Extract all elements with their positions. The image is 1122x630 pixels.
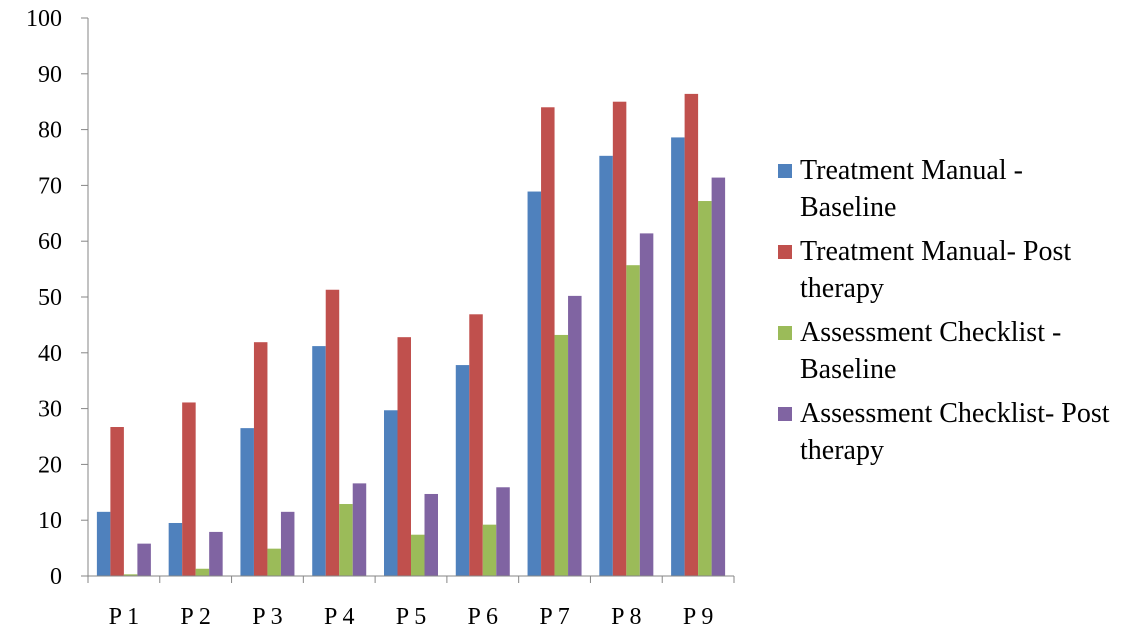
- bar: [711, 177, 726, 576]
- x-tick-label: P 6: [468, 604, 498, 630]
- bar: [411, 534, 425, 576]
- x-tick-label: P 8: [611, 604, 641, 630]
- legend-swatch: [778, 326, 792, 340]
- y-tick-label: 50: [38, 285, 62, 311]
- legend-label: Treatment Manual- Post therapy: [800, 236, 1072, 304]
- legend-item-assessment-checklist-post-therapy: Assessment Checklist- Post therapy: [778, 395, 1118, 469]
- bar: [424, 493, 438, 576]
- legend: Treatment Manual - Baseline Treatment Ma…: [778, 152, 1118, 476]
- bar: [209, 531, 223, 576]
- bar: [267, 548, 281, 576]
- bar: [612, 101, 627, 576]
- bar: [240, 428, 254, 576]
- y-tick-label: 20: [38, 452, 62, 478]
- legend-label: Assessment Checklist - Baseline: [800, 317, 1062, 385]
- bar: [352, 483, 367, 576]
- bar: [455, 365, 470, 576]
- x-tick-label: P 1: [109, 604, 139, 630]
- legend-item-treatment-manual-post-therapy: Treatment Manual- Post therapy: [778, 233, 1118, 307]
- bar: [168, 522, 183, 576]
- bar: [253, 342, 268, 576]
- bar: [312, 346, 326, 576]
- bar: [568, 295, 582, 576]
- bar: [123, 574, 138, 576]
- bar: [110, 427, 124, 576]
- y-tick-label: 40: [38, 341, 62, 367]
- y-tick-label: 60: [38, 229, 62, 255]
- legend-swatch: [778, 245, 792, 259]
- y-tick-label: 90: [38, 62, 62, 88]
- bar: [541, 107, 555, 576]
- bar: [698, 201, 712, 577]
- y-axis-tick-labels: 0 10 20 30 40 50 60 70 80 90 100: [26, 6, 62, 590]
- x-tick-label: P 4: [324, 604, 354, 630]
- x-axis-ticks: [87, 576, 735, 583]
- y-tick-label: 80: [38, 118, 62, 144]
- x-tick-label: P 3: [252, 604, 282, 630]
- bar: [684, 93, 699, 576]
- bar: [195, 568, 210, 576]
- legend-label: Assessment Checklist- Post therapy: [800, 398, 1110, 466]
- bar: [527, 191, 542, 576]
- bar: [280, 511, 295, 576]
- bar: [325, 289, 340, 576]
- y-tick-label: 0: [50, 564, 62, 590]
- legend-item-assessment-checklist-baseline: Assessment Checklist - Baseline: [778, 314, 1118, 388]
- bar: [469, 314, 483, 576]
- legend-label: Treatment Manual - Baseline: [800, 155, 1023, 223]
- bar: [639, 233, 654, 576]
- bar: [554, 334, 569, 576]
- y-tick-label: 70: [38, 173, 62, 199]
- y-axis-ticks: [81, 17, 88, 577]
- bar: [482, 524, 497, 576]
- x-tick-label: P 2: [180, 604, 210, 630]
- x-tick-label: P 5: [396, 604, 426, 630]
- bar: [671, 137, 685, 577]
- bar: [182, 402, 196, 576]
- bars: [96, 93, 726, 577]
- bar: [384, 410, 398, 576]
- x-tick-label: P 9: [683, 604, 713, 630]
- x-tick-label: P 7: [539, 604, 569, 630]
- bar: [626, 265, 640, 576]
- x-axis-tick-labels: P 1 P 2 P 3 P 4 P 5 P 6 P 7 P 8 P 9: [109, 604, 714, 630]
- y-tick-label: 10: [38, 508, 62, 534]
- bar: [339, 504, 353, 576]
- y-tick-label: 100: [26, 6, 62, 32]
- y-tick-label: 30: [38, 397, 62, 423]
- bar: [137, 543, 151, 576]
- legend-swatch: [778, 164, 792, 178]
- bar: [496, 487, 510, 576]
- bar: [599, 155, 613, 577]
- bar: [397, 337, 411, 576]
- bar: [96, 511, 111, 576]
- legend-item-treatment-manual-baseline: Treatment Manual - Baseline: [778, 152, 1118, 226]
- legend-swatch: [778, 407, 792, 421]
